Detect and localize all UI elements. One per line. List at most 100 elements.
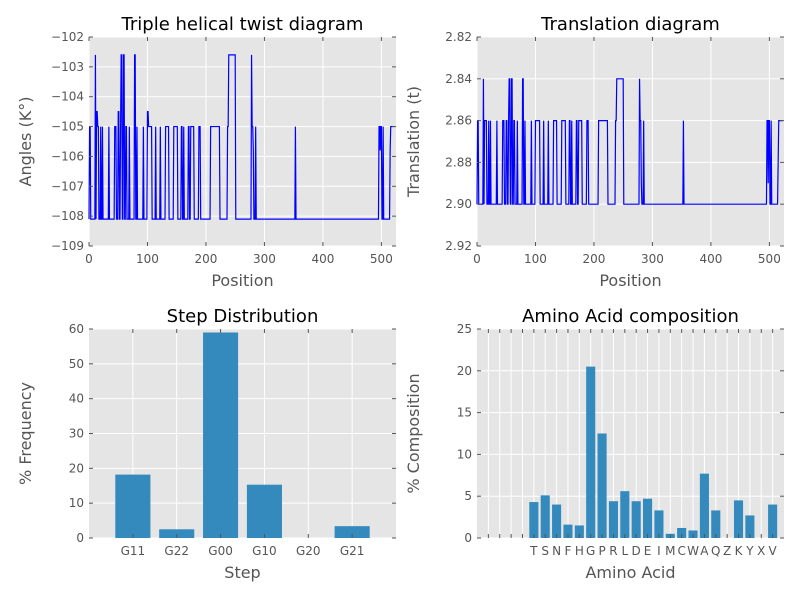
x-tick-label: M xyxy=(665,544,675,558)
x-tick-label: G10 xyxy=(252,544,277,558)
bar-C xyxy=(677,527,687,538)
y-tick-label: 2.84 xyxy=(445,72,472,86)
x-axis-label: Position xyxy=(599,271,661,290)
x-tick-label: 200 xyxy=(194,252,217,266)
x-tick-label: Y xyxy=(745,544,754,558)
x-tick-label: G00 xyxy=(208,544,233,558)
x-tick-label: P xyxy=(598,544,605,558)
y-tick-label: 50 xyxy=(69,357,84,371)
x-tick-label: 500 xyxy=(370,252,393,266)
bar-T xyxy=(529,502,539,538)
y-tick-label: 0 xyxy=(464,531,472,545)
chart-title: Amino Acid composition xyxy=(522,306,739,327)
x-tick-label: G11 xyxy=(121,544,146,558)
x-tick-label: F xyxy=(565,544,572,558)
x-axis-label: Position xyxy=(211,271,273,290)
y-axis-label: % Composition xyxy=(404,373,423,493)
y-tick-label: 25 xyxy=(457,322,472,336)
x-tick-label: G21 xyxy=(340,544,365,558)
y-tick-label: 60 xyxy=(69,322,84,336)
x-tick-label: L xyxy=(621,544,628,558)
bar-D xyxy=(631,501,641,538)
x-tick-label: G20 xyxy=(296,544,321,558)
y-tick-label: −104 xyxy=(51,90,84,104)
x-tick-label: E xyxy=(644,544,652,558)
x-tick-label: R xyxy=(609,544,617,558)
series-line xyxy=(88,54,395,220)
bar-K xyxy=(733,500,744,538)
bar-R xyxy=(608,501,618,538)
x-tick-label: 100 xyxy=(524,252,547,266)
x-tick-label: 0 xyxy=(473,252,481,266)
y-tick-label: 10 xyxy=(457,447,472,461)
x-tick-label: 300 xyxy=(253,252,276,266)
x-tick-label: 500 xyxy=(758,252,781,266)
x-tick-label: 300 xyxy=(641,252,664,266)
subplot-2: 2.82 2.84 2.86 2.88 2.90 2.920 100 200 300 400 500… xyxy=(404,14,784,290)
y-axis-label: % Frequency xyxy=(16,382,35,485)
y-tick-label: 30 xyxy=(69,427,84,441)
series-line xyxy=(476,78,783,205)
bar-V xyxy=(768,504,778,538)
y-tick-label: 10 xyxy=(69,496,84,510)
y-tick-label: 15 xyxy=(457,406,472,420)
y-tick-label: 20 xyxy=(457,364,472,378)
bar-G21 xyxy=(334,526,370,538)
y-tick-label: −102 xyxy=(51,30,84,44)
chart-title: Step Distribution xyxy=(167,306,319,327)
x-tick-label: S xyxy=(541,544,549,558)
bar-S xyxy=(540,495,550,538)
y-tick-label: −108 xyxy=(51,209,84,223)
x-tick-label: X xyxy=(757,544,765,558)
x-tick-label: 400 xyxy=(311,252,334,266)
bar-F xyxy=(563,524,573,538)
y-tick-label: 2.90 xyxy=(445,197,472,211)
chart-title: Triple helical twist diagram xyxy=(121,14,364,35)
y-tick-label: −109 xyxy=(51,239,84,253)
x-tick-label: D xyxy=(632,544,641,558)
bar-G11 xyxy=(115,474,151,538)
x-tick-label: 0 xyxy=(85,252,93,266)
x-tick-label: 400 xyxy=(699,252,722,266)
bar-N xyxy=(552,504,562,538)
y-tick-label: 2.86 xyxy=(445,114,472,128)
x-tick-label: H xyxy=(575,544,584,558)
bar-P xyxy=(597,433,607,538)
bar-E xyxy=(643,498,653,538)
bar-G10 xyxy=(246,484,282,538)
x-tick-label: V xyxy=(769,544,778,558)
bar-L xyxy=(620,491,630,538)
x-tick-label: T xyxy=(529,544,538,558)
x-tick-label: N xyxy=(552,544,561,558)
y-tick-label: −107 xyxy=(51,179,84,193)
plot-area xyxy=(477,37,784,246)
bar-A xyxy=(699,473,709,538)
x-tick-label: C xyxy=(677,544,685,558)
y-tick-label: −105 xyxy=(51,120,84,134)
x-axis-label: Amino Acid xyxy=(585,563,675,582)
x-tick-label: 200 xyxy=(582,252,605,266)
y-tick-label: 40 xyxy=(69,392,84,406)
y-tick-label: 2.92 xyxy=(445,239,472,253)
x-tick-label: Z xyxy=(723,544,731,558)
plot-area xyxy=(477,329,784,538)
y-tick-label: −106 xyxy=(51,149,84,163)
bar-Y xyxy=(745,515,755,538)
subplot-1: −109 −108 −107 −106 −105 −104 −103 −102 0 100 200 3… xyxy=(16,14,396,290)
x-tick-label: K xyxy=(735,544,744,558)
y-tick-label: 5 xyxy=(464,489,472,503)
x-tick-label: W xyxy=(687,544,699,558)
x-tick-label: 100 xyxy=(136,252,159,266)
subplot-4: 0 5 10 15 20 25 T S N F H G P R L D E I M C W A Q Z K Y X V Amino Ac… xyxy=(404,306,784,582)
chart-title: Translation diagram xyxy=(540,14,720,35)
y-tick-label: −103 xyxy=(51,60,84,74)
x-tick-label: Q xyxy=(711,544,720,558)
x-tick-label: G xyxy=(586,544,595,558)
plot-area xyxy=(89,37,396,246)
y-tick-label: 0 xyxy=(76,531,84,545)
y-axis-label: Translation (t) xyxy=(404,86,423,198)
x-axis-label: Step xyxy=(224,563,260,582)
bar-G22 xyxy=(159,529,195,538)
y-tick-label: 20 xyxy=(69,461,84,475)
